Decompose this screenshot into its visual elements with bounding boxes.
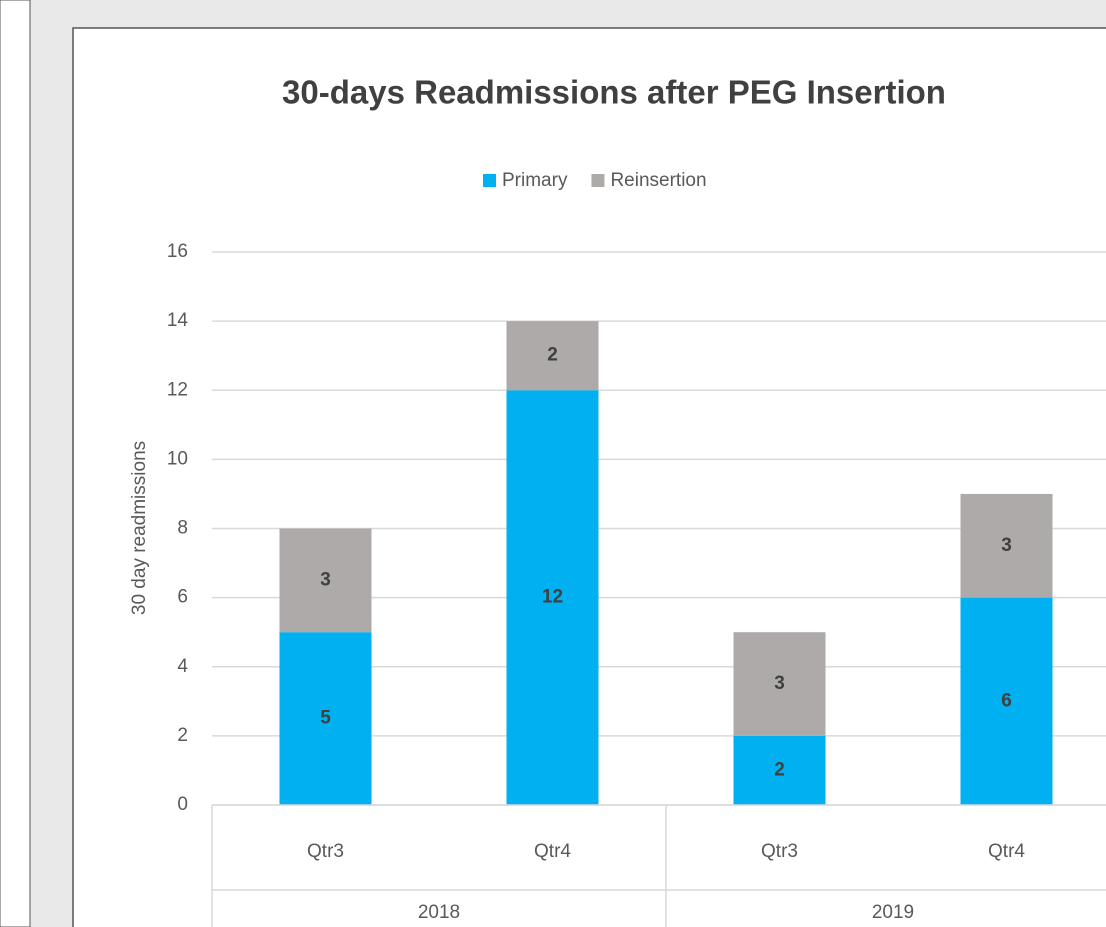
group-label: 2019 [872,902,914,923]
legend-label: Reinsertion [610,170,706,191]
x-tick-label: Qtr3 [307,841,344,862]
data-label: 3 [320,569,331,590]
legend-label: Primary [502,170,568,191]
bar-segment [506,390,599,805]
x-tick-label: Qtr3 [761,841,798,862]
bar-segment [733,632,826,736]
y-tick-label: 6 [177,587,188,608]
y-tick-label: 8 [177,518,188,539]
bar-segment [279,528,372,633]
bar-segment [960,597,1053,805]
bar-segment [733,735,826,805]
y-tick-label: 14 [167,310,189,331]
group-label: 2018 [418,902,460,923]
data-label: 3 [774,673,785,694]
y-tick-label: 0 [177,794,188,815]
y-tick-label: 2 [177,725,188,746]
y-tick-label: 12 [167,379,188,400]
data-label: 2 [774,759,785,780]
data-label: 6 [1001,690,1012,711]
data-label: 2 [547,345,558,366]
y-tick-label: 16 [167,241,188,262]
data-label: 5 [320,708,331,729]
y-tick-label: 10 [167,448,188,469]
chart-title: 30-days Readmissions after PEG Insertion [282,74,946,111]
x-tick-label: Qtr4 [988,841,1025,862]
x-tick-label: Qtr4 [534,841,571,862]
legend-swatch [591,174,605,187]
side-panel [0,0,31,927]
data-label: 3 [1001,535,1012,556]
y-axis-label: 30 day readmissions [129,441,150,615]
bar-segment [960,493,1053,598]
bar-segment [279,632,372,805]
legend-swatch [483,174,496,187]
y-tick-label: 4 [177,656,188,677]
bar-segment [506,321,599,391]
data-label: 12 [542,587,563,608]
